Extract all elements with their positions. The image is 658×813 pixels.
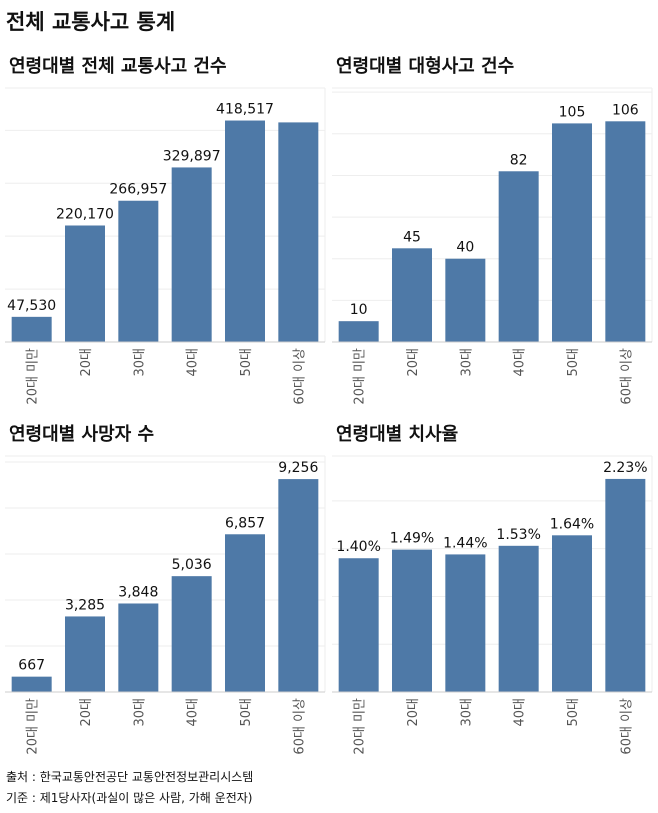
x-tick-label: 30대 [132,348,147,377]
x-tick-label: 30대 [459,698,474,727]
x-tick-label: 20대 [79,348,94,377]
bar [11,316,52,342]
data-label: 1.44% [443,535,487,551]
x-tick-label: 20대 [79,698,94,727]
x-tick-label: 20대 [406,698,421,727]
data-label: 1.40% [336,539,380,555]
bar [445,554,486,692]
bar [392,549,432,692]
x-tick-label: 60대 이상 [292,698,307,755]
x-tick-label: 20대 [406,348,421,377]
bar [65,225,105,342]
bar [225,534,265,692]
data-label: 5,036 [172,557,212,573]
bar [278,122,319,342]
bar [392,248,432,342]
data-label: 667 [18,658,45,674]
chart-title: 연령대별 전체 교통사고 건수 [9,56,227,77]
x-tick-label: 30대 [132,698,147,727]
x-tick-label: 60대 이상 [619,348,634,405]
bar [65,616,105,692]
x-tick-label: 20대 미만 [26,698,41,755]
x-tick-label: 60대 이상 [292,348,307,405]
data-label: 2.23% [603,460,647,476]
bar [605,478,646,692]
bar-chart: 1.40% 20대 미만 1.49% 20대 1.44% 30대 1.53% 40대 1.64%… [332,455,653,755]
data-label: 3,848 [118,584,158,600]
data-label: 1.49% [390,531,434,547]
x-tick-label: 40대 [513,698,528,727]
x-tick-label: 30대 [459,348,474,377]
bar [498,545,539,692]
bar [118,200,159,342]
bar [338,321,379,342]
bar-chart: 10 20대 미만 45 20대 40 30대 82 40대 105 50대 106 60대 이상 [332,87,653,405]
data-label: 266,957 [109,182,167,198]
data-label: 329,897 [163,148,221,164]
data-label: 40 [456,240,474,256]
x-tick-label: 20대 미만 [26,348,41,405]
bar [171,167,212,342]
bar [552,535,592,692]
bar [498,171,539,342]
x-tick-label: 40대 [513,348,528,377]
bar [225,120,265,342]
bar [11,676,52,692]
page-title: 전체 교통사고 통계 [6,10,176,34]
data-label: 9,256 [278,460,318,476]
data-label: 106 [612,102,639,118]
chart-title: 연령대별 사망자 수 [9,424,155,445]
source-note: 출처 : 한국교통안전공단 교통안전정보관리시스템 [6,770,254,784]
x-tick-label: 20대 미만 [353,698,368,755]
data-label: 418,517 [216,102,274,118]
bar [118,603,159,692]
x-tick-label: 50대 [566,348,581,377]
data-label: 220,170 [56,206,114,222]
bar-chart: 47,530 20대 미만 220,170 20대 266,957 30대 329,897 4… [5,87,326,405]
bar [171,576,212,692]
x-tick-label: 50대 [239,698,254,727]
basis-note: 기준 : 제1당사자(과실이 많은 사람, 가해 운전자) [6,791,253,805]
data-label: 1.64% [550,516,594,532]
data-label: 47,530 [7,298,56,314]
x-tick-label: 50대 [239,348,254,377]
x-tick-label: 40대 [186,348,201,377]
data-label: 3,285 [65,597,105,613]
chart-title: 연령대별 대형사고 건수 [336,56,515,77]
data-label: 6,857 [225,515,265,531]
chart-title: 연령대별 치사율 [336,424,459,445]
data-label: 82 [510,152,528,168]
bar [552,123,592,343]
data-label: 10 [350,302,368,318]
bar-chart: 667 20대 미만 3,285 20대 3,848 30대 5,036 40대 6,857 50… [5,455,326,755]
x-tick-label: 60대 이상 [619,698,634,755]
bar [338,558,379,692]
bar [605,121,646,342]
x-tick-label: 40대 [186,698,201,727]
x-tick-label: 20대 미만 [353,348,368,405]
x-tick-label: 50대 [566,698,581,727]
data-label: 45 [403,229,421,245]
data-label: 105 [559,104,586,120]
data-label: 1.53% [496,527,540,543]
bar [278,479,319,692]
bar [445,258,486,342]
